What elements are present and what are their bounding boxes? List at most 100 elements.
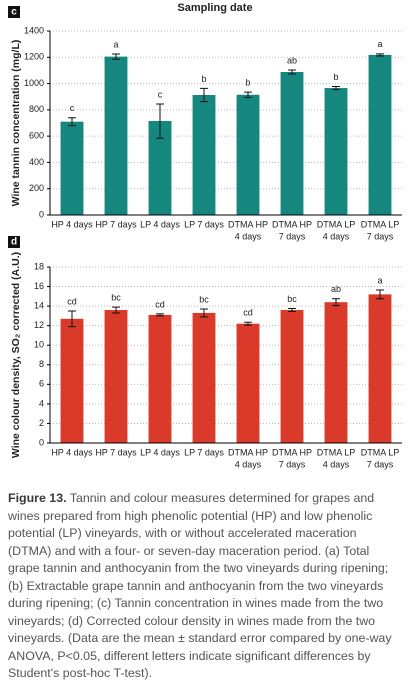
x-tick-label: LP 7 days	[184, 219, 224, 229]
significance-letter: cd	[243, 308, 253, 318]
bar	[60, 318, 84, 443]
significance-letter: bc	[199, 294, 209, 304]
x-tick-label: 4 days	[323, 231, 350, 241]
y-tick-label: 400	[29, 157, 44, 167]
y-tick-label: 600	[29, 131, 44, 141]
significance-letter: cd	[155, 299, 165, 309]
y-tick-label: 200	[29, 183, 44, 193]
bar	[104, 310, 128, 443]
x-tick-label: LP 4 days	[140, 219, 180, 229]
y-tick-label: 8	[39, 359, 44, 369]
panel-label: d	[11, 237, 17, 248]
x-tick-label: DTMA HP	[272, 447, 312, 457]
error-bar	[244, 91, 252, 98]
bar	[60, 121, 84, 215]
x-tick-label: 4 days	[235, 231, 262, 241]
bar	[236, 323, 260, 443]
y-tick-label: 1000	[24, 78, 44, 88]
x-tick-label: DTMA LP	[361, 219, 400, 229]
significance-letter: ab	[287, 55, 297, 65]
x-tick-label: 7 days	[367, 459, 394, 469]
y-tick-label: 0	[39, 437, 44, 447]
bar	[280, 310, 304, 443]
bar	[324, 302, 348, 443]
x-tick-label: DTMA HP	[228, 447, 268, 457]
x-tick-label: 7 days	[367, 231, 394, 241]
x-tick-label: 7 days	[279, 231, 306, 241]
error-bar	[68, 310, 76, 328]
y-tick-label: 0	[39, 209, 44, 219]
bar	[192, 95, 216, 215]
x-tick-label: LP 4 days	[140, 447, 180, 457]
significance-letter: b	[201, 74, 206, 84]
bar	[280, 72, 304, 216]
x-tick-label: HP 4 days	[51, 219, 93, 229]
significance-letter: c	[158, 89, 163, 99]
x-tick-label: DTMA HP	[228, 219, 268, 229]
error-bar	[244, 321, 252, 326]
x-tick-label: HP 4 days	[51, 447, 93, 457]
x-tick-label: DTMA LP	[317, 219, 356, 229]
significance-letter: bc	[287, 294, 297, 304]
bar	[368, 294, 392, 443]
significance-letter: b	[333, 72, 338, 82]
bar	[324, 88, 348, 215]
x-tick-label: DTMA LP	[361, 447, 400, 457]
significance-letter: a	[377, 275, 382, 285]
bar	[104, 56, 128, 215]
significance-letter: a	[113, 39, 118, 49]
caption: Figure 13. Tannin and colour measures de…	[8, 490, 402, 683]
figure: Sampling date c Wine tannin concentration…	[8, 2, 402, 469]
y-tick-label: 2	[39, 418, 44, 428]
x-tick-label: 4 days	[235, 459, 262, 469]
panel-label: c	[11, 7, 17, 18]
y-axis-label: Wine tannin concentration (mg/L)	[10, 40, 22, 207]
significance-letter: c	[70, 103, 75, 113]
y-tick-label: 800	[29, 104, 44, 114]
bar	[368, 54, 392, 215]
y-tick-label: 1200	[24, 52, 44, 62]
error-bar	[332, 85, 340, 91]
bar	[148, 121, 172, 215]
significance-letter: cd	[67, 296, 77, 306]
y-tick-label: 16	[34, 281, 44, 291]
y-tick-label: 14	[34, 300, 44, 310]
x-tick-label: HP 7 days	[95, 219, 137, 229]
x-tick-label: 4 days	[323, 459, 350, 469]
caption-label: Figure 13.	[8, 491, 67, 505]
x-tick-label: DTMA LP	[317, 447, 356, 457]
error-bar	[68, 117, 76, 127]
y-tick-label: 1400	[24, 25, 44, 35]
error-bar	[332, 298, 340, 307]
error-bar	[288, 308, 296, 312]
panel-label-box	[8, 236, 20, 248]
y-tick-label: 6	[39, 379, 44, 389]
significance-letter: ab	[331, 284, 341, 294]
error-bar	[156, 103, 164, 139]
caption-text: Tannin and colour measures determined fo…	[8, 491, 392, 680]
error-bar	[200, 308, 208, 318]
bar	[236, 94, 260, 215]
y-tick-label: 10	[34, 340, 44, 350]
error-bar	[200, 87, 208, 103]
error-bar	[376, 53, 384, 57]
error-bar	[288, 69, 296, 75]
error-bar	[112, 306, 120, 314]
significance-letter: b	[245, 77, 250, 87]
error-bar	[376, 289, 384, 300]
bar	[148, 314, 172, 443]
y-tick-label: 4	[39, 398, 44, 408]
significance-letter: a	[377, 39, 382, 49]
figure-header: Sampling date	[177, 2, 252, 14]
x-tick-label: LP 7 days	[184, 447, 224, 457]
x-tick-label: HP 7 days	[95, 447, 137, 457]
y-tick-label: 12	[34, 320, 44, 330]
x-tick-label: 7 days	[279, 459, 306, 469]
significance-letter: bc	[111, 292, 121, 302]
x-tick-label: DTMA HP	[272, 219, 312, 229]
error-bar	[112, 53, 120, 60]
panel-label-box	[8, 6, 20, 18]
error-bar	[156, 313, 164, 317]
y-axis-label: Wine colour density, SO₂ corrected (A.U.…	[10, 252, 22, 458]
